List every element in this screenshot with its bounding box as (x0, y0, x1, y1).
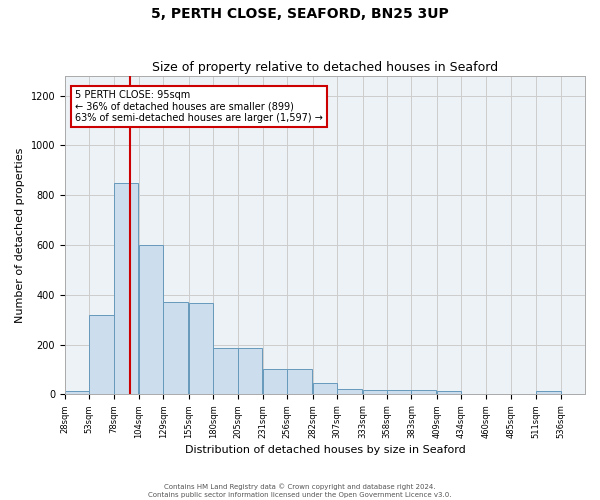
X-axis label: Distribution of detached houses by size in Seaford: Distribution of detached houses by size … (185, 445, 466, 455)
Bar (238, 348, 262, 395)
Text: 5, PERTH CLOSE, SEAFORD, BN25 3UP: 5, PERTH CLOSE, SEAFORD, BN25 3UP (151, 8, 449, 22)
Bar (387, 390, 412, 394)
Bar (89, 314, 113, 394)
Bar (313, 383, 337, 394)
Bar (163, 302, 188, 394)
Text: 5 PERTH CLOSE: 95sqm
← 36% of detached houses are smaller (899)
63% of semi-deta: 5 PERTH CLOSE: 95sqm ← 36% of detached h… (76, 90, 323, 123)
Bar (337, 390, 362, 394)
Y-axis label: Number of detached properties: Number of detached properties (15, 148, 25, 322)
Text: Contains HM Land Registry data © Crown copyright and database right 2024.
Contai: Contains HM Land Registry data © Crown c… (148, 484, 452, 498)
Bar (65, 390, 89, 394)
Bar (362, 390, 387, 394)
Bar (536, 392, 560, 394)
Bar (263, 370, 287, 394)
Bar (189, 304, 213, 394)
Bar (287, 370, 312, 394)
Bar (139, 245, 163, 394)
Bar (213, 348, 238, 395)
Bar (113, 182, 138, 394)
Bar (437, 392, 461, 394)
Bar (412, 390, 436, 394)
Title: Size of property relative to detached houses in Seaford: Size of property relative to detached ho… (152, 62, 498, 74)
